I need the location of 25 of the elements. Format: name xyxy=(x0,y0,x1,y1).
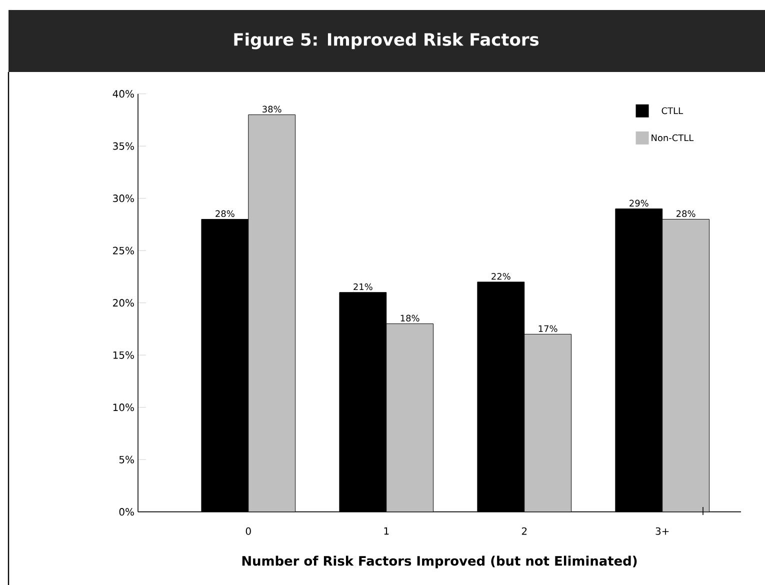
data-label: 18% xyxy=(400,314,420,322)
x-tick-label: 2 xyxy=(522,527,527,535)
data-label: 29% xyxy=(630,200,648,207)
y-tick-label: 5% xyxy=(119,456,134,464)
y-tick-label: 0% xyxy=(119,508,134,516)
data-label: 21% xyxy=(354,283,372,290)
data-label: 28% xyxy=(676,210,696,218)
x-axis-title: Number of Risk Factors Improved (but not Eliminated) xyxy=(242,556,637,568)
y-tick-label: 25% xyxy=(113,246,134,254)
legend-label: Non-CTLL xyxy=(652,134,694,142)
y-tick-label: 20% xyxy=(113,299,134,307)
y-tick-label: 30% xyxy=(113,194,134,202)
y-tick-label: 35% xyxy=(113,142,134,150)
chart-title: Figure 5: Improved Risk Factors xyxy=(234,32,539,50)
y-tick-label: 40% xyxy=(112,90,134,98)
data-label: 17% xyxy=(538,325,558,332)
data-label: 28% xyxy=(216,210,234,218)
y-tick-label: 10% xyxy=(113,404,134,412)
legend-label: CTLL xyxy=(662,107,684,114)
data-label: 38% xyxy=(262,106,282,113)
data-label: 22% xyxy=(492,272,510,280)
x-tick-label: 1 xyxy=(384,527,389,535)
x-tick-label: 3+ xyxy=(656,527,669,535)
y-tick-label: 15% xyxy=(113,351,134,359)
x-tick-label: 0 xyxy=(246,527,251,535)
